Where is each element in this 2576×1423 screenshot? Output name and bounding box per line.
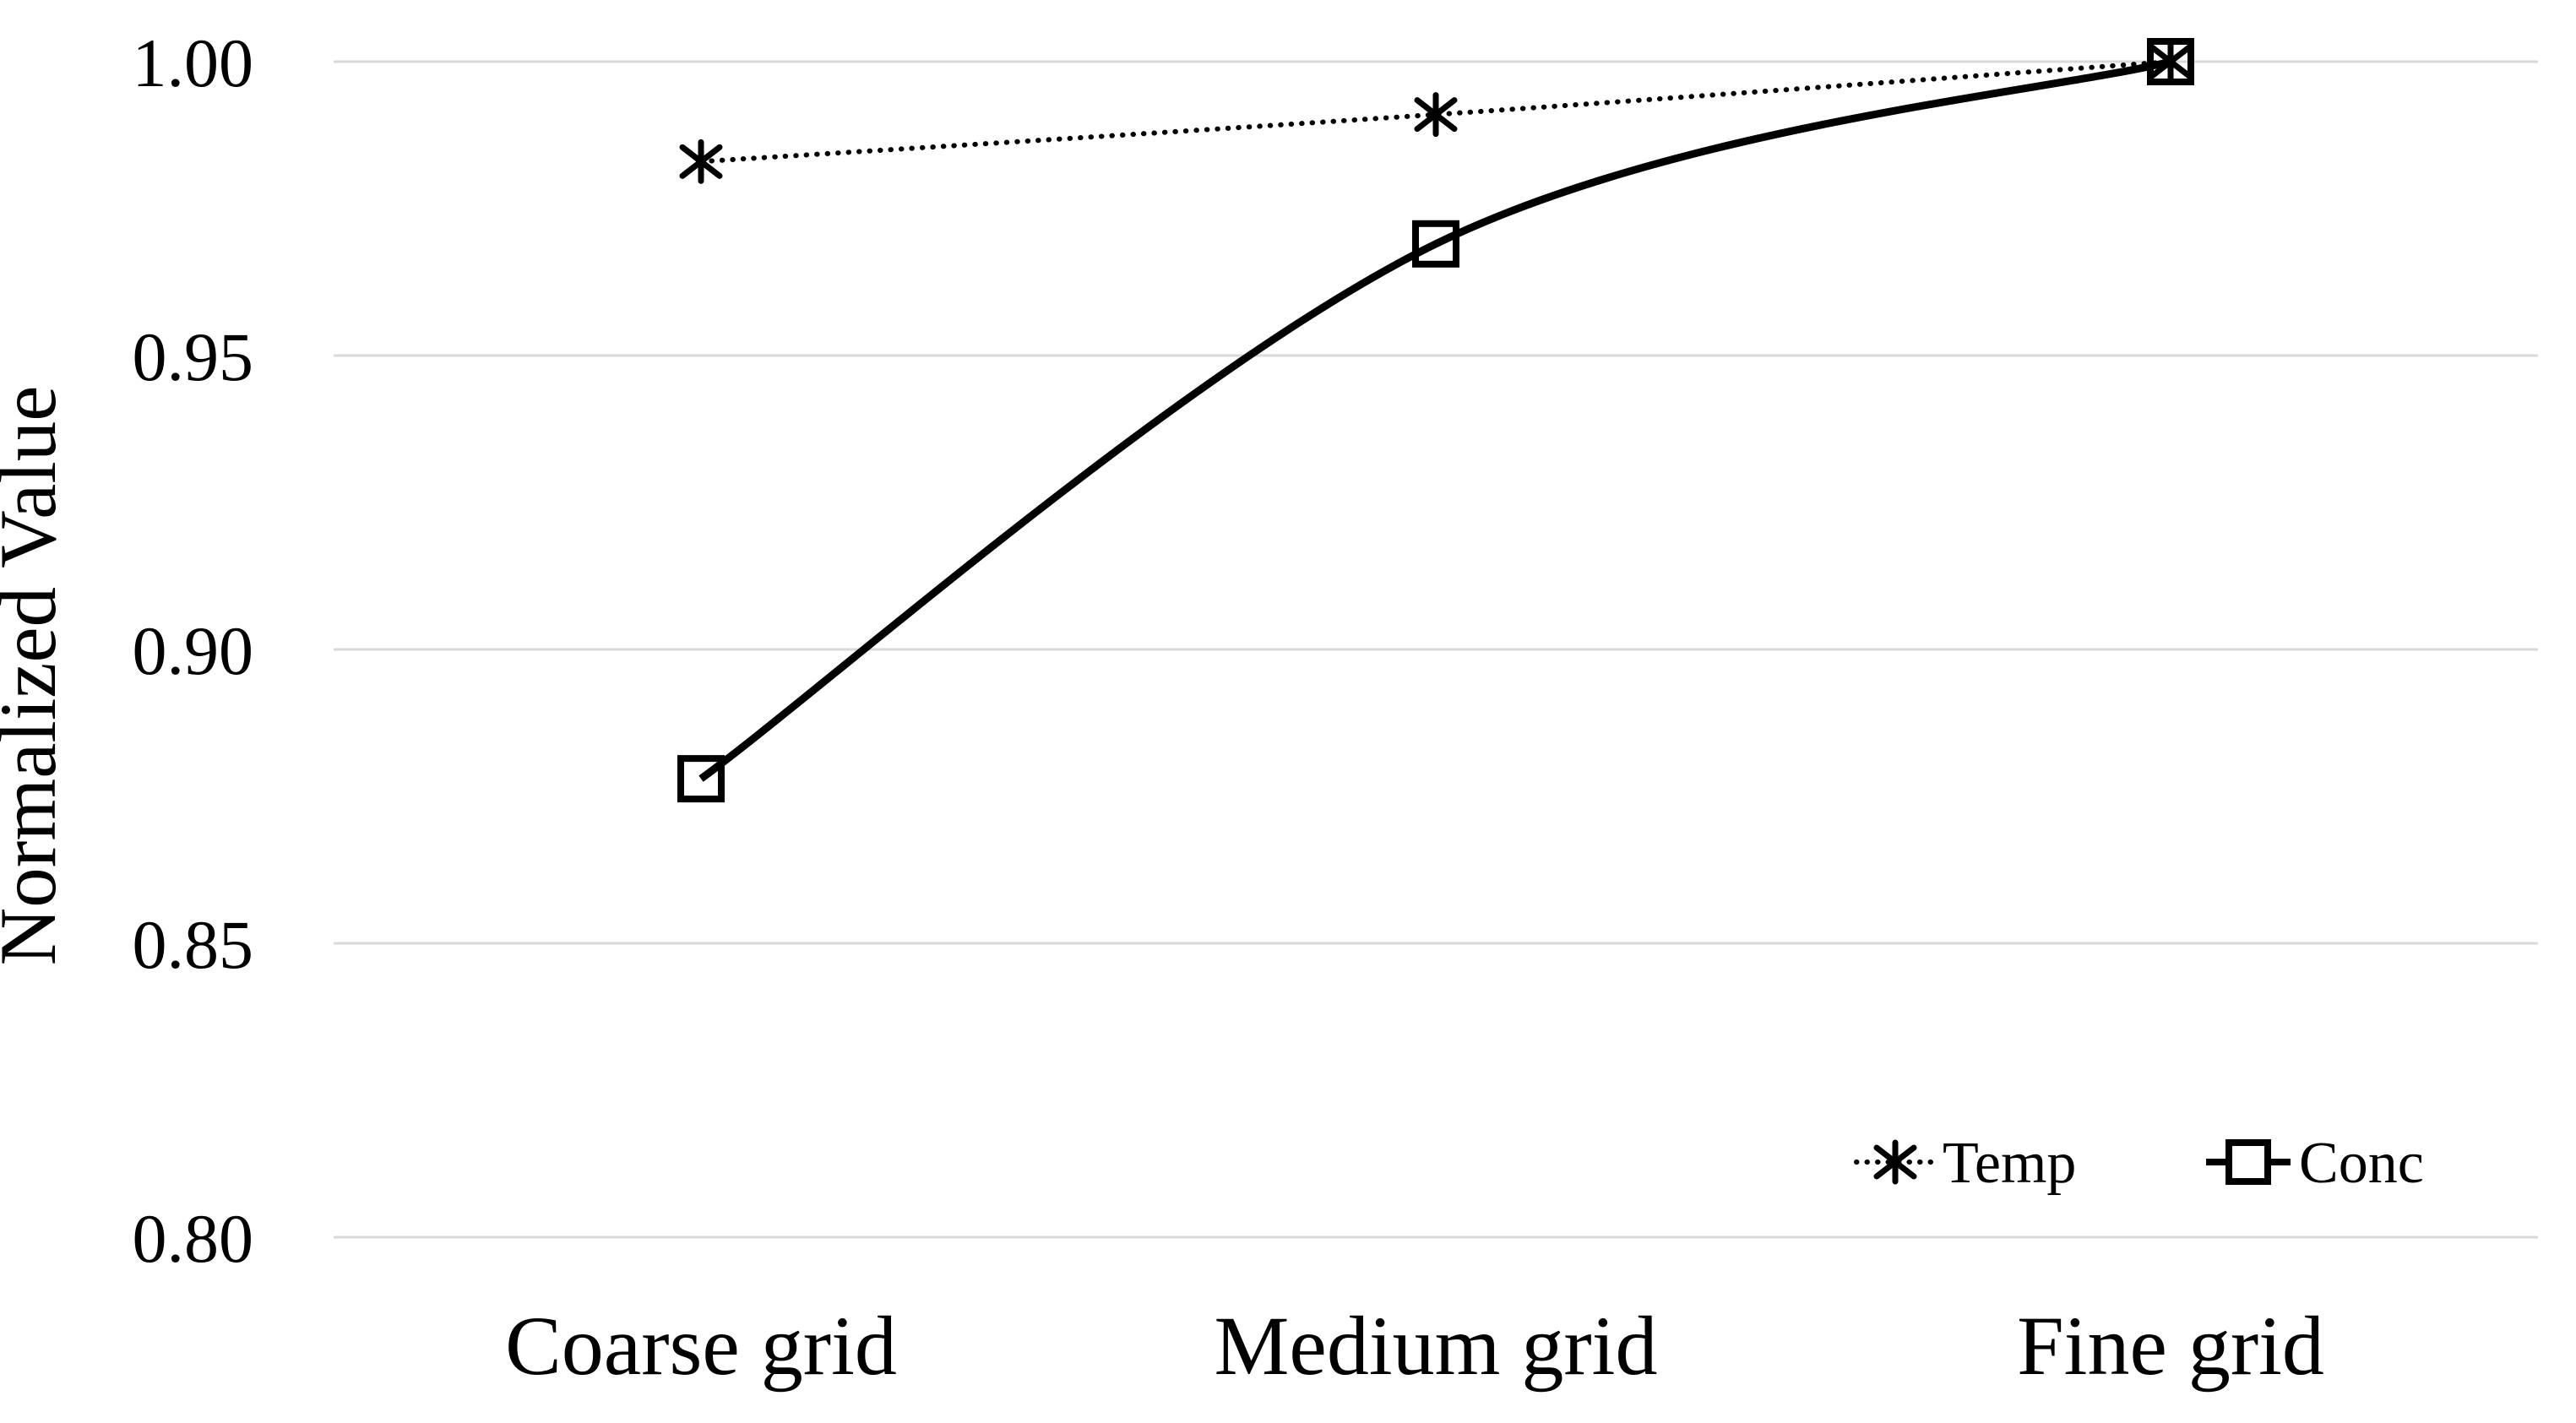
legend: Temp Conc <box>1854 1131 2424 1196</box>
series-conc <box>677 38 2194 803</box>
x-category-label: Coarse grid <box>505 1299 897 1393</box>
legend-item-conc: Conc <box>2206 1131 2424 1196</box>
asterisk-marker-icon <box>1414 92 1458 138</box>
square-marker-icon <box>2225 1139 2271 1185</box>
square-marker-icon <box>1412 220 1459 268</box>
y-tick-label: 0.90 <box>133 612 254 689</box>
series-line-conc <box>698 57 2172 782</box>
asterisk-marker-icon <box>679 138 723 184</box>
x-category-label: Medium grid <box>1215 1299 1658 1393</box>
y-tick-label: 0.80 <box>133 1200 254 1277</box>
y-tick-label: 0.85 <box>133 906 254 983</box>
asterisk-marker-icon <box>1873 1139 1917 1185</box>
legend-item-temp: Temp <box>1854 1131 2076 1196</box>
y-axis-tick-labels: 1.00 0.95 0.90 0.85 0.80 <box>133 24 254 1277</box>
data-series <box>677 38 2194 803</box>
legend-conc-label: Conc <box>2299 1131 2424 1196</box>
y-tick-label: 1.00 <box>133 24 254 101</box>
square-marker-icon <box>2147 38 2194 85</box>
x-axis-category-labels: Coarse grid Medium grid Fine grid <box>505 1299 2324 1393</box>
legend-temp-label: Temp <box>1943 1131 2076 1196</box>
y-tick-label: 0.95 <box>133 318 254 395</box>
square-marker-icon <box>677 755 725 803</box>
series-line-temp <box>698 59 2173 165</box>
series-temp <box>679 39 2193 184</box>
y-axis-title: Normalized Value <box>0 386 73 966</box>
x-category-label: Fine grid <box>2017 1299 2324 1393</box>
gridlines <box>334 60 2538 1239</box>
